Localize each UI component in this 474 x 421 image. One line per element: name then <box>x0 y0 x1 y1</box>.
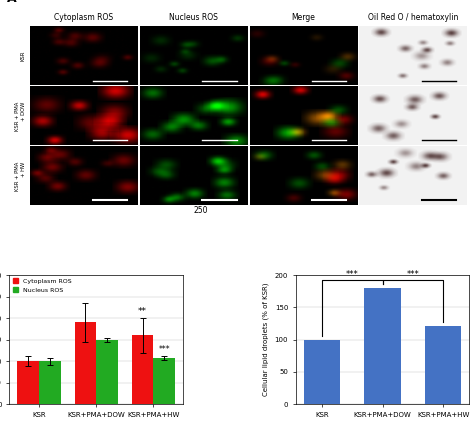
Text: 250: 250 <box>193 206 208 215</box>
Text: **: ** <box>138 307 147 316</box>
Text: Cytoplasm ROS: Cytoplasm ROS <box>55 13 113 22</box>
Bar <box>132 336 154 404</box>
Text: ***: *** <box>346 270 358 279</box>
Bar <box>365 288 401 404</box>
Bar <box>154 358 175 404</box>
Legend: Cytoplasm ROS, Nucleus ROS: Cytoplasm ROS, Nucleus ROS <box>13 278 71 293</box>
Bar <box>18 361 39 404</box>
Text: Nucleus ROS: Nucleus ROS <box>169 13 218 22</box>
Text: A: A <box>7 0 17 5</box>
Bar <box>425 325 461 404</box>
Bar <box>74 322 96 404</box>
Text: Oil Red O / hematoxylin: Oil Red O / hematoxylin <box>368 13 458 22</box>
Text: KSR + PMA
+ HW: KSR + PMA + HW <box>15 162 26 191</box>
Text: KSR + PMA
+ DOW: KSR + PMA + DOW <box>15 101 26 131</box>
Text: ***: *** <box>158 345 170 354</box>
Text: Merge: Merge <box>292 13 315 22</box>
Bar <box>39 361 61 404</box>
Text: KSR: KSR <box>20 51 26 61</box>
Bar <box>304 340 340 404</box>
Bar <box>96 340 118 404</box>
Y-axis label: Cellular lipid droplets (% of KSR): Cellular lipid droplets (% of KSR) <box>263 283 269 397</box>
Text: ***: *** <box>407 270 419 279</box>
